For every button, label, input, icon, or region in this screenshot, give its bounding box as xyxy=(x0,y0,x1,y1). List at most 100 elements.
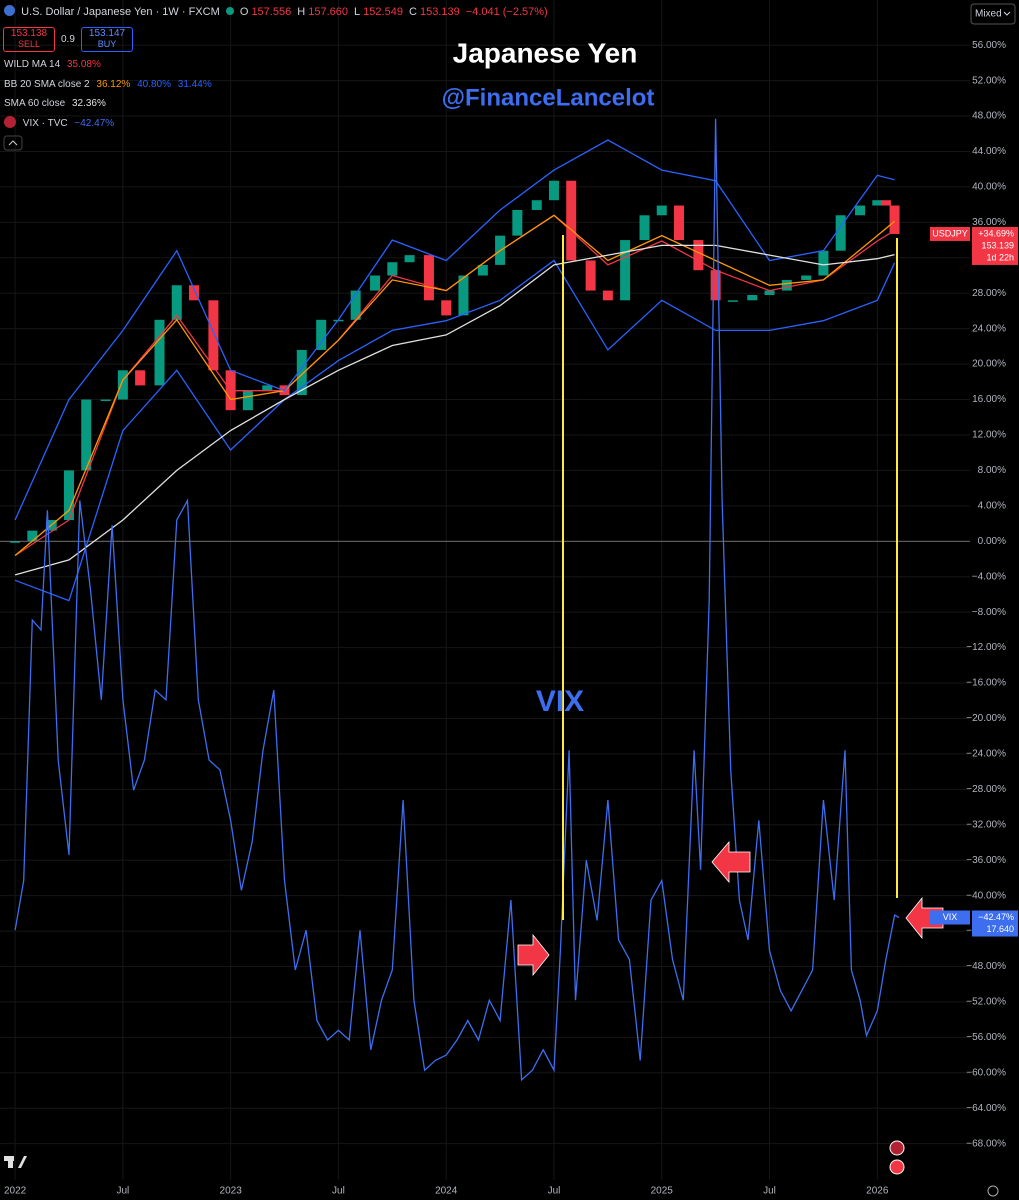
symbol: U.S. Dollar / Japanese Yen · 1W · FXCM xyxy=(21,6,220,18)
y-tick-label: −20.00% xyxy=(966,713,1006,724)
grid xyxy=(0,0,970,1180)
plot-area xyxy=(10,118,900,1082)
candle xyxy=(747,295,758,301)
candle xyxy=(262,385,273,391)
buy-button[interactable]: 153.147 BUY xyxy=(81,27,133,52)
y-tick-label: 56.00% xyxy=(972,40,1006,51)
ohlc-key: O xyxy=(239,6,249,18)
ohlc-value: 153.139 xyxy=(419,6,460,18)
y-tick-label: −64.00% xyxy=(966,1103,1006,1114)
y-tick-label: −60.00% xyxy=(966,1067,1006,1078)
candle xyxy=(100,399,111,402)
legend-row: SMA 60 close 32.36% xyxy=(4,98,110,109)
legend-value: 32.36% xyxy=(71,98,106,109)
candle xyxy=(801,275,812,280)
x-tick-label: Jul xyxy=(116,1186,129,1197)
candle xyxy=(27,530,38,542)
candle xyxy=(548,180,559,201)
y-tick-label: 24.00% xyxy=(972,323,1006,334)
candle xyxy=(639,215,650,241)
candle xyxy=(296,349,307,396)
tag-box xyxy=(972,910,1018,937)
y-tick-label: 20.00% xyxy=(972,359,1006,370)
x-tick-label: Jul xyxy=(548,1186,561,1197)
collapse-button[interactable] xyxy=(3,135,23,151)
change: −4.041 xyxy=(465,6,500,18)
buy-label[interactable]: BUY xyxy=(97,39,117,49)
candle xyxy=(656,205,667,216)
candle xyxy=(477,264,488,276)
y-tick-label: −24.00% xyxy=(966,749,1006,760)
y-tick-label: −48.00% xyxy=(966,961,1006,972)
candle xyxy=(242,390,253,411)
candle xyxy=(63,470,74,521)
arrow-right xyxy=(517,933,550,977)
legend-value: −42.47% xyxy=(74,118,115,129)
y-tick-label: 0.00% xyxy=(978,536,1006,547)
candle xyxy=(387,262,398,276)
candle xyxy=(171,285,182,320)
candle xyxy=(531,200,542,210)
candle xyxy=(872,200,883,206)
series-line xyxy=(14,118,900,1082)
y-tick-label: 48.00% xyxy=(972,111,1006,122)
tag-countdown: 1d 22h xyxy=(986,252,1014,262)
candle xyxy=(135,370,146,386)
y-tick-label: −32.00% xyxy=(966,819,1006,830)
arrow-left xyxy=(905,896,944,940)
ohlc-key: L xyxy=(354,6,361,18)
legend-label: VIX · TVC xyxy=(22,118,68,129)
y-tick-label: −8.00% xyxy=(972,607,1006,618)
candle xyxy=(208,300,219,371)
sell-button[interactable]: 153.138 SELL xyxy=(3,27,55,52)
series-line xyxy=(14,214,895,557)
flag-icon[interactable] xyxy=(889,1140,905,1156)
legend-label: BB 20 SMA close 2 xyxy=(4,79,90,90)
arrow-left xyxy=(711,840,751,884)
ohlc-key: H xyxy=(297,6,306,18)
candle xyxy=(189,285,199,301)
sell-label[interactable]: SELL xyxy=(17,39,41,49)
tag-price: 17.640 xyxy=(986,924,1014,934)
x-tick-label: 2022 xyxy=(4,1186,27,1197)
x-tick-label: 2023 xyxy=(220,1186,243,1197)
settings-icon[interactable] xyxy=(987,1185,999,1197)
y-tick-label: −68.00% xyxy=(966,1138,1006,1149)
candle xyxy=(10,541,21,543)
candle xyxy=(835,215,846,251)
ohlc-value: 152.549 xyxy=(363,6,403,18)
event-icon[interactable] xyxy=(889,1159,905,1175)
x-tick-label: Jul xyxy=(332,1186,345,1197)
sell-price[interactable]: 153.138 xyxy=(10,28,48,39)
legend-value: 35.08% xyxy=(66,59,101,70)
candle xyxy=(620,240,631,301)
y-tick-label: 36.00% xyxy=(972,217,1006,228)
price-tags: USDJPY +34.69% 153.139 1d 22h VIX −42.47% 17.6… xyxy=(930,226,1018,937)
candle xyxy=(566,180,577,261)
scale-mode-button[interactable] xyxy=(970,3,1016,25)
y-tick-label: 4.00% xyxy=(978,500,1006,511)
tag-name: VIX xyxy=(943,912,958,922)
legend-row: BB 20 SMA close 2 36.12% 40.80% 31.44% xyxy=(4,79,216,90)
y-tick-label: −4.00% xyxy=(972,571,1006,582)
candle xyxy=(880,200,891,206)
symbol-icon xyxy=(4,5,15,16)
tag-value: +34.69% xyxy=(978,228,1014,238)
collapse-icon xyxy=(8,140,18,146)
series-line xyxy=(14,214,896,556)
candle xyxy=(512,209,523,236)
ohlc-value: 157.556 xyxy=(251,6,292,18)
candle xyxy=(710,270,721,301)
spread: 0.9 xyxy=(61,34,75,45)
candle xyxy=(350,290,361,320)
legend-value: 31.44% xyxy=(177,79,212,90)
legend-label: WILD MA 14 xyxy=(4,59,61,70)
flag-icon xyxy=(4,116,16,128)
tag-name-box xyxy=(930,226,970,241)
logo xyxy=(8,1156,13,1168)
buy-price[interactable]: 153.147 xyxy=(88,28,126,39)
logo xyxy=(18,1156,27,1168)
scale-mode[interactable]: Mixed xyxy=(975,9,1002,20)
y-tick-label: 8.00% xyxy=(978,465,1006,476)
